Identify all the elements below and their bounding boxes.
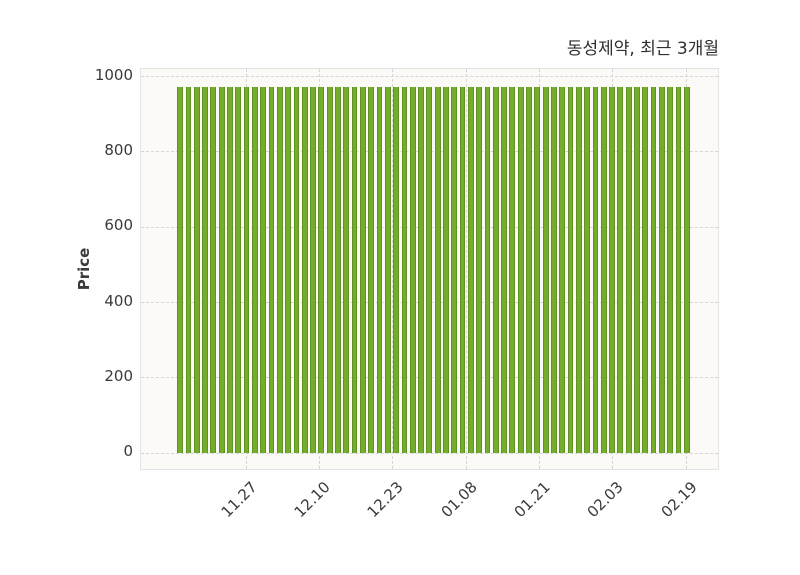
bar	[251, 87, 258, 453]
bar	[318, 87, 325, 453]
bar	[600, 87, 607, 453]
bar	[443, 87, 449, 453]
y-tick-label: 800	[104, 140, 133, 159]
bar	[467, 87, 474, 453]
bar	[260, 87, 267, 453]
bar	[559, 87, 566, 453]
bar	[484, 87, 491, 453]
chart-title: 동성제약, 최근 3개월	[566, 39, 719, 59]
bar	[310, 87, 316, 453]
bar	[659, 87, 665, 453]
bar	[202, 87, 208, 453]
h-gridline	[141, 452, 718, 454]
bar	[534, 87, 541, 453]
bar	[418, 87, 424, 453]
x-tick-label: 02.19	[657, 478, 701, 522]
bar	[584, 87, 591, 453]
bar	[526, 87, 532, 453]
bar	[683, 87, 690, 453]
bar	[426, 87, 433, 453]
bar	[218, 87, 225, 453]
v-gridline	[392, 69, 394, 469]
bar	[293, 87, 300, 453]
bar	[268, 87, 275, 453]
x-tick-label: 11.27	[217, 478, 261, 522]
bar	[384, 87, 391, 453]
bar	[492, 87, 499, 453]
x-tick-label: 01.21	[510, 478, 554, 522]
bar	[609, 87, 615, 453]
bar	[451, 87, 458, 453]
bar	[592, 87, 599, 453]
bar	[567, 87, 574, 453]
bar	[551, 87, 557, 453]
bar	[575, 87, 582, 453]
bar	[476, 87, 483, 453]
y-tick-label: 600	[104, 216, 133, 235]
v-gridline	[465, 69, 467, 469]
x-tick-label: 02.03	[583, 478, 628, 522]
y-axis-label: Price	[75, 247, 93, 291]
plot-panel	[140, 68, 719, 470]
bar	[650, 87, 657, 453]
x-tick-label: 12.23	[363, 478, 408, 522]
y-tick-label: 200	[104, 366, 133, 385]
bar	[368, 87, 375, 453]
bar	[243, 87, 250, 453]
bar	[642, 87, 649, 453]
bar	[393, 87, 399, 453]
bar	[501, 87, 507, 453]
x-tick-label: 01.08	[437, 478, 481, 522]
bar	[326, 87, 333, 453]
bar	[227, 87, 233, 453]
bar	[359, 87, 366, 453]
bar	[335, 87, 341, 453]
bar	[351, 87, 358, 453]
bar	[459, 87, 466, 453]
bar	[634, 87, 640, 453]
bar	[376, 87, 383, 453]
x-tick-label: 12.10	[290, 478, 335, 522]
bar	[675, 87, 682, 453]
bar	[625, 87, 632, 453]
bar	[401, 87, 408, 453]
bar	[343, 87, 350, 453]
bar	[434, 87, 441, 453]
bar	[542, 87, 549, 453]
y-tick-label: 0	[123, 442, 133, 461]
bar	[301, 87, 308, 453]
bar	[235, 87, 242, 453]
bar	[517, 87, 524, 453]
bar	[276, 87, 283, 453]
bar	[185, 87, 192, 453]
bar	[617, 87, 624, 453]
bar	[193, 87, 200, 453]
h-gridline	[141, 76, 718, 77]
bar	[285, 87, 291, 453]
bar	[177, 87, 184, 453]
bar	[409, 87, 416, 453]
bar	[509, 87, 516, 453]
bar	[210, 87, 217, 453]
y-tick-label: 400	[104, 291, 133, 310]
y-tick-label: 1000	[94, 65, 133, 84]
bar	[667, 87, 674, 453]
